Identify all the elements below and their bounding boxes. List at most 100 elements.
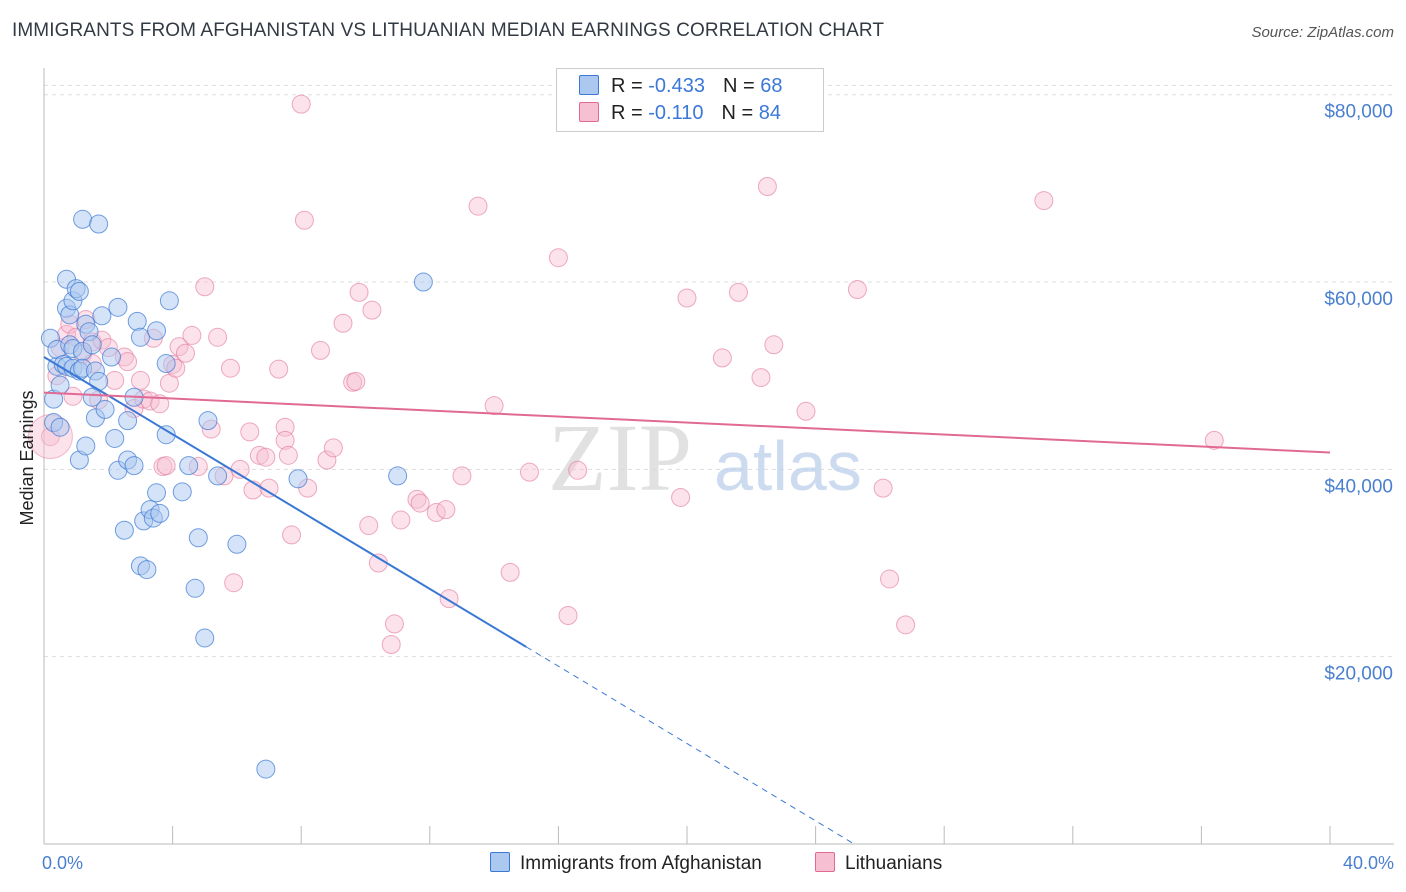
- lithuanians-point: [896, 615, 916, 635]
- afghanistan-point: [188, 528, 208, 548]
- afghanistan-point: [256, 759, 276, 779]
- y-tick-label: $40,000: [1324, 476, 1393, 497]
- legend-r-label: R =: [611, 102, 649, 124]
- afghanistan-point: [124, 456, 144, 476]
- lithuanians-point: [156, 456, 176, 476]
- trend-lines: [43, 356, 1331, 845]
- afghanistan-point: [89, 214, 109, 234]
- x-tick-label-min: 0.0%: [42, 853, 83, 873]
- axes: [43, 68, 1394, 845]
- bottom-legend-label-lithuanians: Lithuanians: [845, 853, 943, 874]
- lithuanians-point: [677, 288, 697, 308]
- y-axis-tick-labels: $20,000 $40,000 $60,000 $80,000: [1324, 102, 1393, 685]
- lithuanians-point: [259, 478, 279, 498]
- afghanistan-point: [413, 272, 433, 292]
- lithuanians-point: [195, 277, 215, 297]
- afghanistan-point: [92, 306, 112, 326]
- lithuanians-point: [712, 348, 732, 368]
- lithuanians-point: [220, 358, 240, 378]
- lithuanians-point: [873, 478, 893, 498]
- lithuanians-point: [275, 417, 295, 437]
- lithuanians-point: [118, 352, 138, 372]
- lithuanians-point: [796, 401, 816, 421]
- afghanistan-trend-line: [43, 356, 527, 648]
- legend-swatch-blue: [579, 75, 599, 95]
- afghanistan-point: [114, 520, 134, 540]
- legend-n-value-blue: 68: [760, 75, 783, 97]
- lithuanians-point: [468, 196, 488, 216]
- lithuanians-point: [484, 396, 504, 416]
- afghanistan-point: [227, 534, 247, 554]
- lithuanians-point: [452, 466, 472, 486]
- afghanistan-point: [108, 297, 128, 317]
- lithuanians-point: [269, 359, 289, 379]
- afghanistan-point: [89, 371, 109, 391]
- lithuanians-point: [291, 94, 311, 114]
- bottom-legend-lithuanians: Lithuanians: [815, 852, 942, 875]
- afghanistan-point: [147, 483, 167, 503]
- afghanistan-point: [185, 578, 205, 598]
- afghanistan-point: [195, 628, 215, 648]
- lithuanians-point: [548, 248, 568, 268]
- afghanistan-point: [288, 469, 308, 489]
- source-label: Source: ZipAtlas.com: [1251, 24, 1394, 41]
- afghanistan-point: [208, 466, 228, 486]
- afghanistan-point: [388, 466, 408, 486]
- afghanistan-point: [198, 411, 218, 431]
- afghanistan-point: [95, 399, 115, 419]
- bottom-legend-afghanistan: Immigrants from Afghanistan: [490, 852, 762, 875]
- lithuanians-point: [847, 280, 867, 300]
- afghanistan-point: [137, 560, 157, 580]
- lithuanians-points: [27, 94, 1224, 655]
- lithuanians-point: [278, 445, 298, 465]
- y-tick-label: $60,000: [1324, 289, 1393, 310]
- lithuanians-point: [1204, 430, 1224, 450]
- correlation-legend: R = -0.433 N = 68 R = -0.110 N = 84: [556, 68, 824, 132]
- lithuanians-point: [317, 450, 337, 470]
- afghanistan-point: [73, 209, 93, 229]
- afghanistan-point: [156, 354, 176, 374]
- lithuanians-point: [671, 487, 691, 507]
- afghanistan-point: [130, 327, 150, 347]
- lithuanians-point: [175, 343, 195, 363]
- lithuanians-point: [436, 500, 456, 520]
- lithuanians-point: [150, 394, 170, 414]
- lithuanians-point: [349, 282, 369, 302]
- afghanistan-points: [40, 209, 433, 779]
- afghanistan-point: [50, 375, 70, 395]
- afghanistan-point: [118, 411, 138, 431]
- legend-n-value-pink: 84: [758, 102, 781, 124]
- lithuanians-trend-line: [43, 391, 1331, 454]
- afghanistan-point: [105, 428, 125, 448]
- legend-swatch-pink: [579, 102, 599, 122]
- lithuanians-point: [410, 493, 430, 513]
- lithuanians-point: [368, 553, 388, 573]
- legend-row-afghanistan: R = -0.433 N = 68: [579, 75, 782, 99]
- lithuanians-point: [381, 635, 401, 655]
- lithuanians-point: [764, 335, 784, 355]
- legend-row-lithuanians: R = -0.110 N = 84: [579, 102, 781, 126]
- lithuanians-point: [519, 462, 539, 482]
- watermark: ZIP atlas: [548, 404, 862, 511]
- y-tick-label: $80,000: [1324, 102, 1393, 123]
- afghanistan-trend-extension: [525, 646, 855, 845]
- x-axis-ticks: [43, 826, 1331, 844]
- lithuanians-point: [1034, 191, 1054, 211]
- lithuanians-point: [500, 562, 520, 582]
- lithuanians-point: [384, 614, 404, 634]
- legend-r-value-pink: -0.110: [648, 102, 704, 124]
- afghanistan-point: [102, 347, 122, 367]
- afghanistan-point: [150, 503, 170, 523]
- lithuanians-point: [880, 569, 900, 589]
- afghanistan-point: [127, 311, 147, 331]
- lithuanians-point: [407, 489, 427, 509]
- afghanistan-point: [69, 281, 89, 301]
- lithuanians-point: [728, 282, 748, 302]
- lithuanians-point: [275, 430, 295, 450]
- lithuanians-point: [294, 210, 314, 230]
- lithuanians-point: [568, 460, 588, 480]
- lithuanians-point: [256, 447, 276, 467]
- chart-title: IMMIGRANTS FROM AFGHANISTAN VS LITHUANIA…: [12, 20, 885, 41]
- y-tick-label: $20,000: [1324, 664, 1393, 685]
